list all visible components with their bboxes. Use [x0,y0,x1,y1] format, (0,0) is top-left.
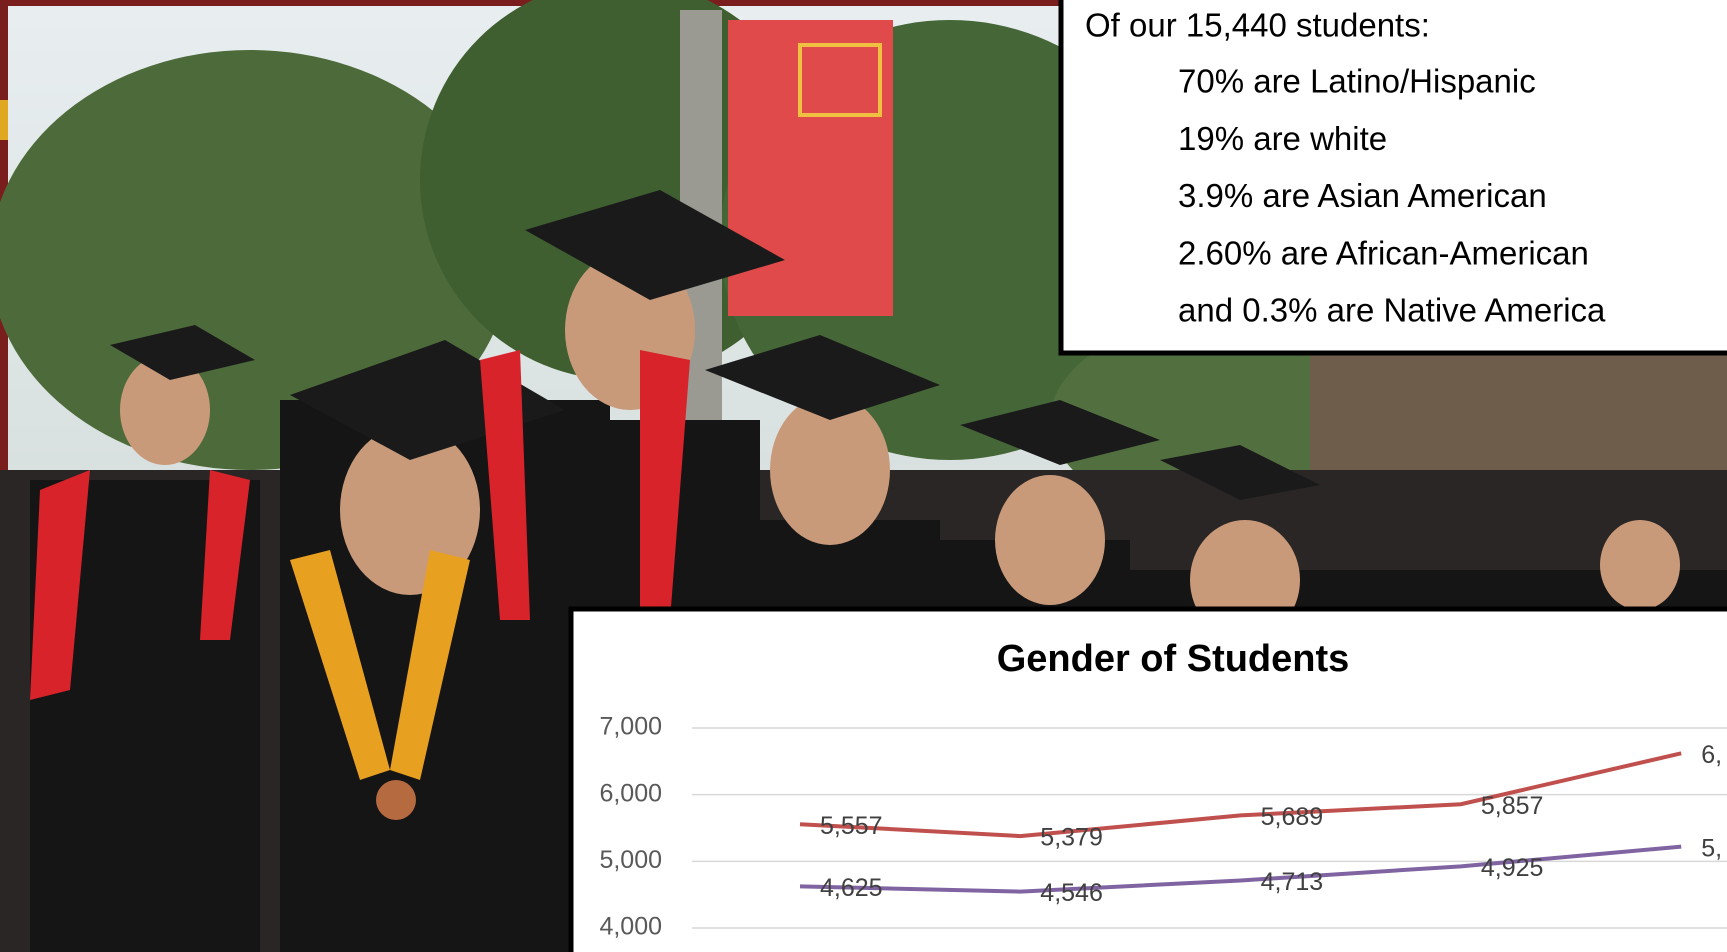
stats-line: 70% are Latino/Hispanic [1178,63,1536,100]
data-label: 5,557 [820,812,883,840]
chart-title: Gender of Students [997,638,1350,680]
stats-box: Of our 15,440 students: [1058,0,1727,356]
data-label: 4,713 [1261,868,1324,896]
data-label: 4,925 [1481,854,1544,882]
data-label: 4,546 [1040,879,1103,907]
data-label: 6, [1701,741,1722,769]
y-tick-label: 6,000 [599,779,662,807]
stats-line: 2.60% are African-American [1178,234,1589,271]
data-label: 5, [1701,834,1722,862]
stats-box-frame [1058,0,1727,356]
y-tick-label: 5,000 [599,846,662,874]
data-label: 5,857 [1481,792,1544,820]
y-tick-label: 7,000 [599,713,662,741]
series-line [799,844,1682,894]
chart-frame [568,606,1727,952]
series-line [799,751,1682,839]
data-label: 5,689 [1261,803,1324,831]
stats-line: 3.9% are Asian American [1178,177,1547,214]
y-tick-label: 4,000 [599,913,662,941]
data-label: 5,379 [1040,824,1103,852]
chart-panel: Gender of Students [568,606,1727,952]
stats-line: and 0.3% are Native America [1178,292,1606,329]
stats-line: 19% are white [1178,120,1387,157]
stats-heading: Of our 15,440 students: [1085,7,1430,44]
data-label: 4,625 [820,874,883,902]
